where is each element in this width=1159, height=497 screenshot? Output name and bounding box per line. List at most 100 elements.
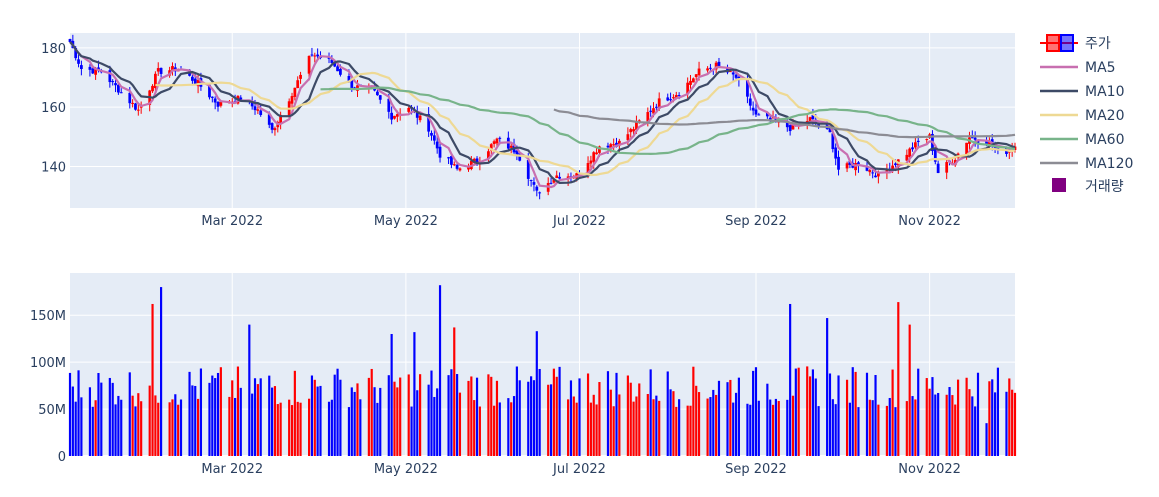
volume-bar [589, 402, 592, 456]
candle-body [768, 117, 772, 120]
volume-bar [549, 384, 553, 456]
volume-bar [717, 380, 721, 456]
candle [706, 66, 709, 73]
volume-bar [290, 405, 294, 456]
volume-bar [174, 394, 177, 456]
candle-body [518, 152, 522, 161]
candle-body [279, 114, 283, 124]
volume-bar [871, 400, 874, 456]
volume-bar-series [68, 285, 1017, 456]
volume-bar [438, 285, 442, 456]
legend-volume-square-icon [1052, 178, 1066, 192]
volume-bar [108, 377, 111, 456]
volume-bar [512, 396, 516, 456]
candle-body [876, 171, 880, 177]
volume-x-tick-label: Jul 2022 [552, 462, 606, 477]
candle [487, 148, 490, 163]
candle [458, 167, 462, 172]
candle-body [669, 99, 672, 101]
candle [407, 106, 411, 114]
volume-bar [697, 392, 701, 456]
volume-bar [1011, 389, 1014, 456]
legend-item-ma10[interactable]: MA10 [1040, 84, 1124, 100]
candle-body [746, 79, 749, 97]
volume-bar [239, 387, 242, 456]
candle-body [455, 164, 459, 169]
volume-bar [359, 399, 362, 456]
candle-body [649, 110, 653, 112]
candle-body [691, 78, 695, 83]
candle-body [193, 78, 197, 84]
volume-bar [157, 402, 160, 456]
candle-body [253, 106, 257, 111]
volume-bar [379, 387, 382, 456]
candle-body [535, 186, 539, 191]
ma5-line [69, 41, 1016, 189]
candle [134, 102, 137, 111]
legend-item-ma60[interactable]: MA60 [1040, 132, 1124, 148]
candle-body [555, 175, 559, 179]
volume-bar [390, 334, 393, 456]
price-x-tick-label: Jul 2022 [552, 214, 606, 229]
candle-body [589, 160, 593, 164]
legend-item-ma120[interactable]: MA120 [1040, 156, 1133, 172]
volume-bar [817, 406, 820, 456]
volume-bar [530, 376, 533, 456]
volume-bar [655, 395, 658, 456]
ma20-line [155, 71, 1016, 177]
volume-bar [638, 383, 641, 456]
candle-body [156, 68, 160, 72]
volume-bar [171, 399, 174, 456]
moving-average-lines [69, 41, 1016, 189]
volume-bar [387, 375, 390, 456]
legend-item-ma20[interactable]: MA20 [1040, 108, 1124, 124]
candle [754, 102, 758, 118]
candle-body [117, 84, 120, 93]
volume-bar [356, 383, 359, 456]
volume-bar [330, 399, 333, 456]
candle-body [427, 114, 431, 132]
legend-item-volume[interactable]: 거래량 [1052, 178, 1124, 195]
volume-bar [905, 401, 908, 456]
legend-label-ma10: MA10 [1085, 84, 1124, 100]
volume-bar [310, 375, 314, 456]
volume-bar [669, 389, 672, 456]
candle-body [913, 142, 917, 148]
candle-body [387, 98, 391, 112]
candle-body [936, 163, 940, 174]
candle-body [313, 55, 317, 57]
volume-bar [814, 378, 817, 456]
volume-bar [527, 381, 530, 456]
volume-bar [535, 331, 538, 456]
volume-bar [857, 407, 860, 456]
candle-body [865, 167, 869, 171]
candle-body [933, 149, 937, 162]
legend-item-price[interactable]: 주가 [1040, 34, 1111, 52]
volume-bar [885, 405, 888, 456]
candle-body [666, 97, 670, 101]
volume-bar [228, 396, 231, 456]
candle [415, 105, 419, 125]
candle-body [985, 140, 988, 146]
candle-body [848, 160, 852, 165]
volume-bar [396, 387, 399, 456]
candle-body [154, 73, 157, 89]
candle-body [945, 162, 949, 173]
candle-body [450, 156, 453, 165]
volume-bar [552, 368, 555, 456]
volume-bar [248, 324, 251, 456]
legend-item-ma5[interactable]: MA5 [1040, 60, 1116, 76]
volume-bar [706, 398, 709, 456]
volume-bar [353, 391, 356, 456]
candle [666, 93, 670, 102]
candle-body [407, 107, 411, 112]
candle-body [339, 68, 342, 75]
candle-body [239, 97, 243, 101]
volume-bar [911, 396, 914, 456]
volume-bar [313, 379, 316, 456]
volume-bar [925, 378, 928, 456]
volume-bar [689, 405, 692, 456]
volume-y-tick-label: 150M [30, 309, 66, 324]
candle-body [689, 80, 692, 85]
volume-bar [951, 395, 954, 456]
